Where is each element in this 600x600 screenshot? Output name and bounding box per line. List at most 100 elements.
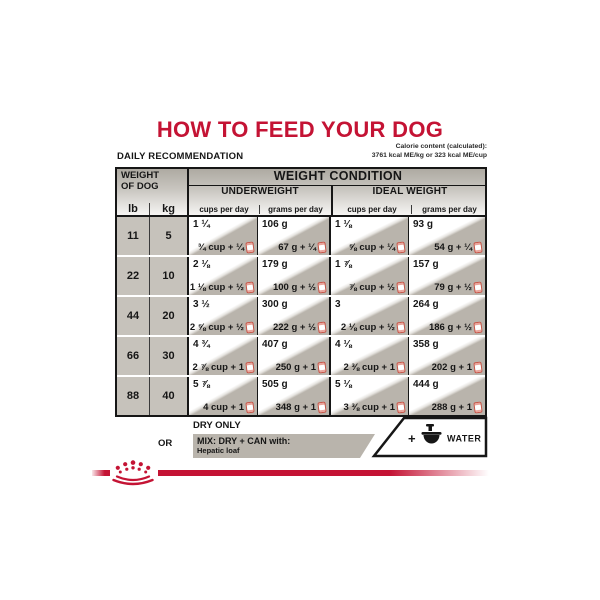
mix-amount: 1 ⅛ cup + ½ (190, 281, 255, 294)
dry-amount: 3 ½ (193, 299, 210, 310)
can-icon (317, 321, 327, 334)
dry-amount: 4 ⅛ (335, 339, 352, 350)
dry-amount: 264 g (413, 299, 439, 310)
mix-amount: 2 ⅞ cup + 1 (193, 361, 255, 374)
mix-amount: 54 g + ¼ (434, 241, 483, 254)
can-icon (245, 361, 255, 374)
underweight-grams-cell: 407 g 250 g + 1 (257, 337, 329, 375)
royal-canin-crown-icon (112, 460, 154, 486)
can-icon (245, 401, 255, 414)
can-icon (396, 241, 406, 254)
lb-value: 22 (117, 257, 149, 295)
can-icon (396, 321, 406, 334)
water-callout: + WATER (371, 416, 488, 458)
ideal-weight-label: IDEAL WEIGHT (372, 186, 448, 197)
mix-amount: ⅝ cup + ¼ (349, 241, 406, 254)
table-header: WEIGHT OF DOG lb kg WEIGHT CONDITION UND… (117, 169, 487, 215)
dry-amount: 444 g (413, 379, 439, 390)
table-row: 22 10 2 ⅛ 1 ⅛ cup + ½ 179 g 100 g + ½ 1 … (117, 255, 485, 295)
underweight-grams-header: grams per day (259, 205, 331, 214)
underweight-grams-cell: 179 g 100 g + ½ (257, 257, 329, 295)
lb-value: 66 (117, 337, 149, 375)
lb-value: 88 (117, 377, 149, 415)
calorie-line-2: 3761 kcal ME/kg or 323 kcal ME/cup (371, 151, 487, 159)
table-row: 88 40 5 ⅞ 4 cup + 1 505 g 348 g + 1 5 ⅛ … (117, 375, 485, 415)
kg-column-header: kg (149, 203, 187, 215)
mix-amount: 288 g + 1 (432, 401, 483, 414)
lb-column-header: lb (128, 203, 138, 215)
mix-amount: 79 g + ½ (434, 281, 483, 294)
can-icon (317, 241, 327, 254)
weight-of-dog-header: WEIGHT OF DOG lb kg (117, 169, 187, 215)
ideal-cups-cell: 3 2 ⅛ cup + ½ (329, 297, 408, 335)
dry-amount: 407 g (262, 339, 288, 350)
underweight-cups-cell: 4 ¾ 2 ⅞ cup + 1 (187, 337, 257, 375)
ideal-grams-cell: 264 g 186 g + ½ (408, 297, 485, 335)
underweight-cups-cell: 2 ⅛ 1 ⅛ cup + ½ (187, 257, 257, 295)
kg-value: 10 (149, 257, 187, 295)
mix-amount: 222 g + ½ (273, 321, 327, 334)
dry-only-label: DRY ONLY (193, 420, 241, 431)
mix-legend-box: MIX: DRY + CAN with: Hepatic loaf (193, 434, 375, 458)
water-label: WATER (447, 434, 481, 444)
ideal-grams-cell: 358 g 202 g + 1 (408, 337, 485, 375)
water-bowl-icon (421, 424, 442, 444)
dry-amount: 1 ¼ (193, 219, 210, 230)
dry-amount: 300 g (262, 299, 288, 310)
mix-amount: ¾ cup + ¼ (198, 241, 255, 254)
can-icon (473, 281, 483, 294)
dry-amount: 93 g (413, 219, 434, 230)
can-icon (473, 401, 483, 414)
ideal-cups-cell: 1 ⅛ ⅝ cup + ¼ (329, 217, 408, 255)
dry-amount: 5 ⅛ (335, 379, 352, 390)
table-body: 11 5 1 ¼ ¾ cup + ¼ 106 g 67 g + ¼ 1 ⅛ ⅝ … (117, 215, 485, 415)
plus-sign: + (408, 431, 416, 446)
underweight-grams-cell: 300 g 222 g + ½ (257, 297, 329, 335)
dry-amount: 5 ⅞ (193, 379, 210, 390)
dry-amount: 358 g (413, 339, 439, 350)
mix-amount: 2 ⅝ cup + ½ (190, 321, 255, 334)
mix-amount: 4 cup + 1 (203, 401, 255, 414)
mix-amount: 100 g + ½ (273, 281, 327, 294)
ideal-grams-cell: 444 g 288 g + 1 (408, 377, 485, 415)
mix-amount: 67 g + ¼ (278, 241, 327, 254)
feeding-table: WEIGHT OF DOG lb kg WEIGHT CONDITION UND… (115, 167, 487, 417)
ideal-cups-header: cups per day (347, 205, 397, 214)
page-title: HOW TO FEED YOUR DOG (156, 117, 444, 142)
table-row: 11 5 1 ¼ ¾ cup + ¼ 106 g 67 g + ¼ 1 ⅛ ⅝ … (117, 217, 485, 255)
underweight-label: UNDERWEIGHT (221, 186, 299, 197)
mix-amount: 186 g + ½ (429, 321, 483, 334)
ideal-grams-cell: 157 g 79 g + ½ (408, 257, 485, 295)
underweight-grams-cell: 505 g 348 g + 1 (257, 377, 329, 415)
daily-recommendation-label: DAILY RECOMMENDATION (117, 151, 244, 162)
can-icon (396, 361, 406, 374)
dry-amount: 179 g (262, 259, 288, 270)
underweight-group-header: UNDERWEIGHT cups per day grams per day (189, 186, 331, 215)
unit-row: lb kg (117, 198, 187, 215)
calorie-content-note: Calorie content (calculated): 3761 kcal … (372, 143, 487, 161)
dry-amount: 157 g (413, 259, 439, 270)
brand-rule-right (158, 470, 489, 476)
can-icon (245, 241, 255, 254)
mix-amount: ⅞ cup + ½ (349, 281, 406, 294)
mix-subtitle: Hepatic loaf (197, 446, 240, 455)
underweight-grams-cell: 106 g 67 g + ¼ (257, 217, 329, 255)
kg-value: 40 (149, 377, 187, 415)
dry-amount: 505 g (262, 379, 288, 390)
can-icon (245, 321, 255, 334)
mix-amount: 3 ⅜ cup + 1 (344, 401, 406, 414)
underweight-cups-cell: 3 ½ 2 ⅝ cup + ½ (187, 297, 257, 335)
ideal-cups-cell: 4 ⅛ 2 ⅜ cup + 1 (329, 337, 408, 375)
can-icon (245, 281, 255, 294)
can-icon (317, 281, 327, 294)
kg-value: 5 (149, 217, 187, 255)
dry-amount: 3 (335, 299, 341, 310)
can-icon (317, 401, 327, 414)
can-icon (317, 361, 327, 374)
kg-value: 30 (149, 337, 187, 375)
dry-amount: 106 g (262, 219, 288, 230)
kg-value: 20 (149, 297, 187, 335)
underweight-cups-cell: 5 ⅞ 4 cup + 1 (187, 377, 257, 415)
weight-of-dog-label: WEIGHT OF DOG (121, 170, 159, 192)
